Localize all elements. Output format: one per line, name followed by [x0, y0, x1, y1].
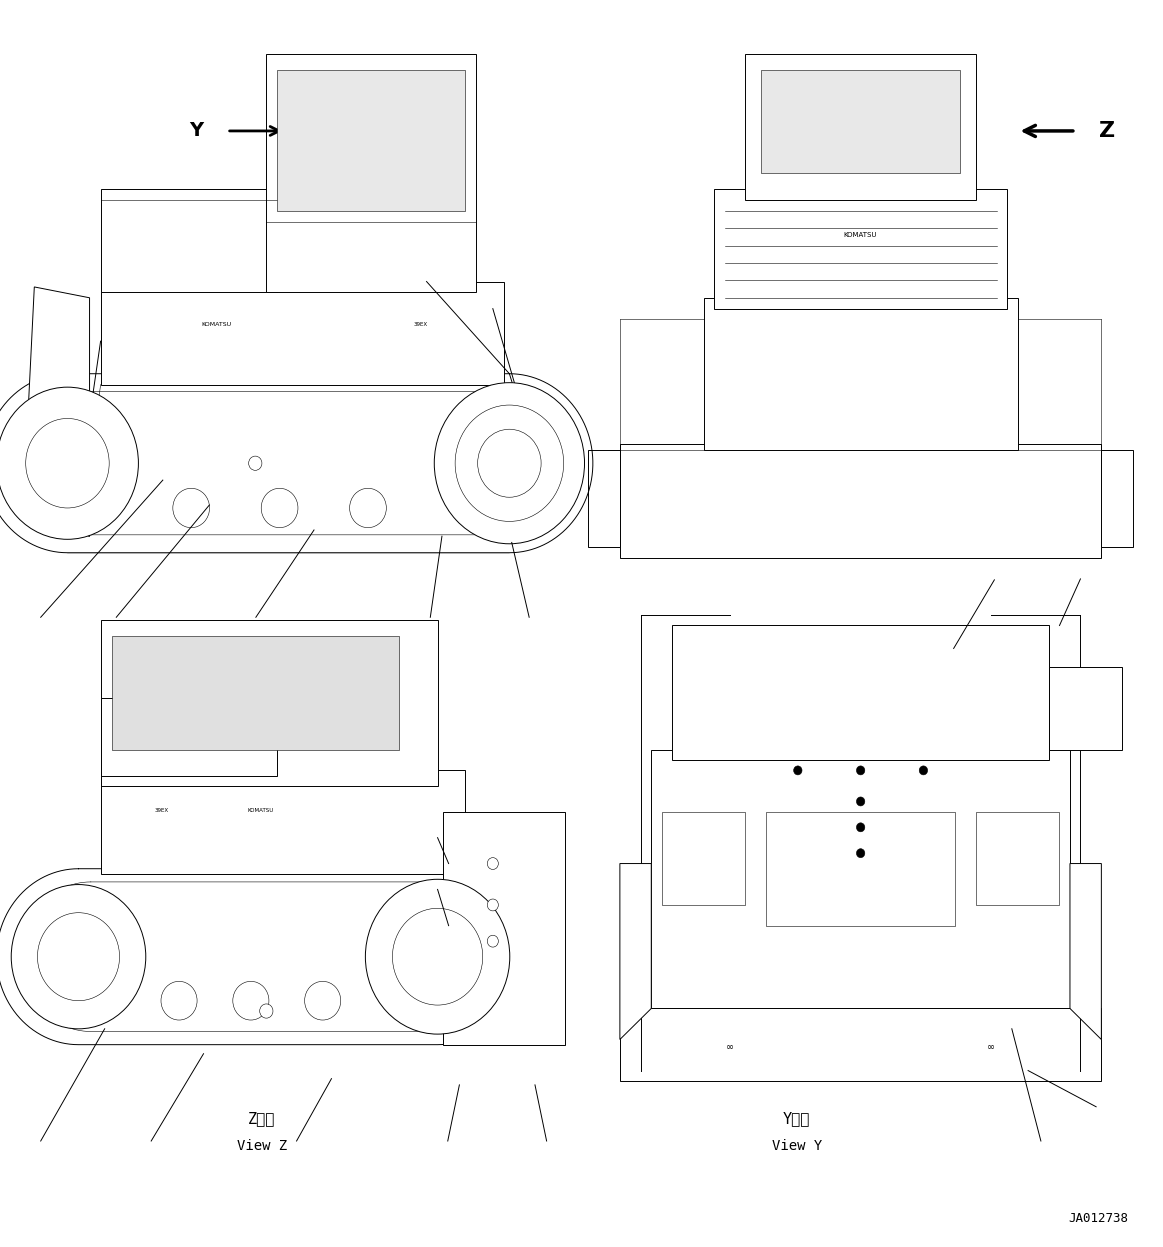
- Bar: [662, 812, 745, 905]
- Circle shape: [26, 419, 109, 508]
- Text: 39EX: 39EX: [414, 323, 428, 328]
- Circle shape: [856, 766, 865, 774]
- Text: ∞: ∞: [987, 1041, 996, 1052]
- Circle shape: [487, 899, 499, 910]
- Bar: [976, 812, 1059, 905]
- Polygon shape: [620, 863, 651, 1040]
- Bar: [1049, 667, 1122, 749]
- Bar: [443, 812, 565, 1045]
- Text: KOMATSU: KOMATSU: [844, 232, 877, 238]
- Text: Z　視: Z 視: [248, 1111, 276, 1126]
- Text: View Y: View Y: [771, 1140, 822, 1153]
- Polygon shape: [0, 374, 593, 552]
- Circle shape: [249, 456, 262, 470]
- Bar: [761, 70, 959, 173]
- Text: View Z: View Z: [236, 1140, 287, 1153]
- Bar: [620, 1009, 1101, 1081]
- Circle shape: [487, 858, 499, 869]
- Circle shape: [173, 489, 209, 527]
- Circle shape: [350, 489, 386, 527]
- Circle shape: [233, 981, 269, 1020]
- Circle shape: [259, 1004, 273, 1018]
- Circle shape: [856, 849, 865, 858]
- Text: 39EX: 39EX: [155, 808, 169, 813]
- Bar: [588, 450, 620, 547]
- Circle shape: [392, 908, 483, 1005]
- Circle shape: [160, 981, 197, 1020]
- Circle shape: [12, 884, 145, 1029]
- Bar: [101, 282, 504, 384]
- FancyBboxPatch shape: [67, 374, 509, 552]
- Text: JA012738: JA012738: [1068, 1212, 1128, 1225]
- Bar: [112, 636, 399, 749]
- Circle shape: [487, 935, 499, 948]
- Circle shape: [455, 405, 564, 521]
- Bar: [745, 54, 976, 201]
- Text: Z: Z: [1099, 121, 1115, 141]
- Bar: [101, 620, 437, 786]
- Circle shape: [0, 387, 138, 539]
- Bar: [101, 190, 277, 292]
- Circle shape: [856, 797, 865, 806]
- Bar: [672, 626, 1049, 761]
- Polygon shape: [1070, 863, 1101, 1040]
- Bar: [704, 298, 1018, 450]
- Text: Y: Y: [190, 121, 204, 141]
- Text: Y　視: Y 視: [783, 1111, 811, 1126]
- Bar: [266, 54, 477, 292]
- Circle shape: [793, 766, 802, 774]
- Bar: [651, 749, 1070, 1009]
- Text: KOMATSU: KOMATSU: [201, 323, 231, 328]
- Bar: [714, 190, 1007, 309]
- Bar: [1101, 450, 1133, 547]
- Circle shape: [919, 766, 928, 774]
- Bar: [620, 444, 1101, 559]
- Bar: [766, 812, 955, 925]
- Bar: [101, 771, 465, 874]
- Bar: [101, 698, 277, 776]
- Polygon shape: [23, 287, 90, 536]
- Circle shape: [856, 823, 865, 832]
- Polygon shape: [0, 869, 520, 1045]
- Text: KOMATSU: KOMATSU: [248, 808, 274, 813]
- Circle shape: [365, 879, 509, 1034]
- Circle shape: [478, 429, 541, 498]
- Circle shape: [434, 383, 585, 544]
- Circle shape: [305, 981, 341, 1020]
- Text: ∞: ∞: [726, 1041, 734, 1052]
- Circle shape: [262, 489, 298, 527]
- Bar: [277, 70, 465, 211]
- Circle shape: [37, 913, 120, 1000]
